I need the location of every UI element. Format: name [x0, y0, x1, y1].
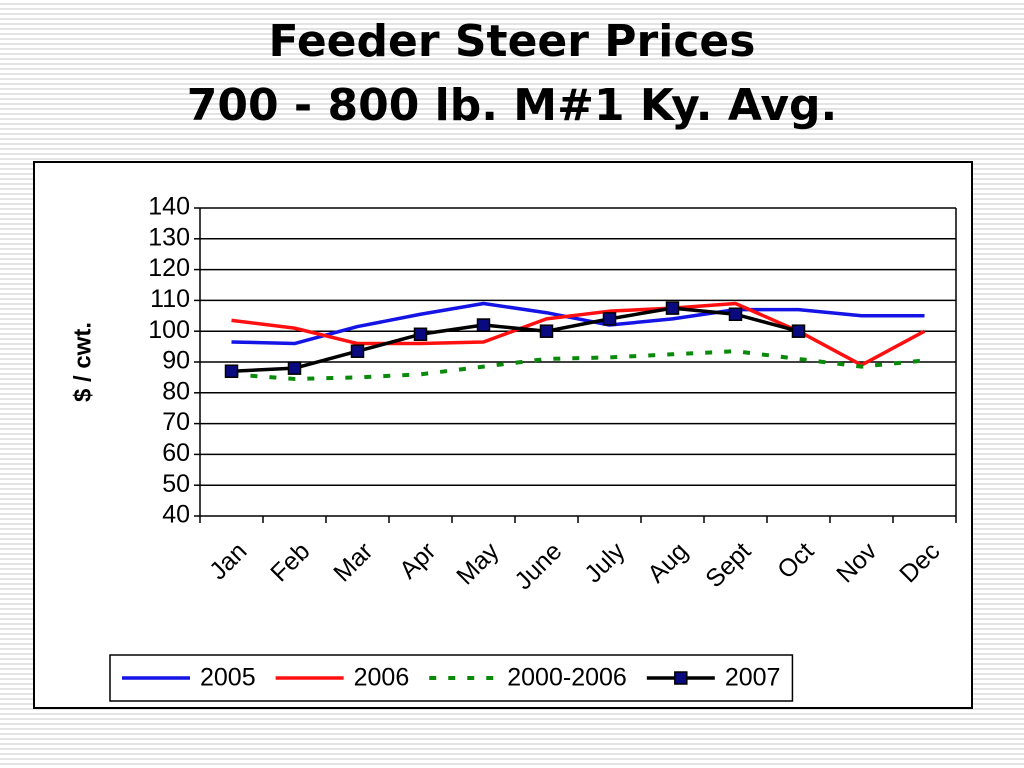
y-tick-label: 130: [148, 223, 190, 251]
y-tick-label: 120: [148, 254, 190, 282]
legend-label: 2000-2006: [507, 664, 627, 692]
y-tick-label: 100: [148, 316, 190, 344]
point-marker: [350, 344, 365, 358]
y-axis-title: $ / cwt.: [69, 322, 96, 402]
y-tick-label: 80: [162, 377, 190, 405]
series-line: [231, 301, 926, 367]
point-marker: [287, 361, 302, 375]
point-marker: [539, 324, 554, 338]
chart-frame: [33, 161, 973, 709]
point-marker: [224, 364, 239, 378]
y-tick-label: 40: [162, 501, 190, 529]
point-marker: [665, 301, 680, 315]
y-tick-label: 50: [162, 470, 190, 498]
legend-label: 2005: [200, 664, 256, 692]
chart-title: Feeder Steer Prices: [269, 16, 756, 67]
point-marker: [602, 312, 617, 326]
legend-label: 2007: [725, 664, 781, 692]
series-line: [231, 301, 925, 346]
point-marker: [413, 327, 428, 342]
series-line: [231, 349, 925, 381]
point-marker: [728, 307, 743, 322]
point-marker: [476, 318, 491, 332]
point-marker: [791, 324, 806, 338]
y-tick-label: 110: [150, 285, 190, 313]
y-tick-label: 70: [162, 408, 190, 436]
legend-marker: [674, 671, 688, 685]
chart-subtitle: 700 - 800 lb. M#1 Ky. Avg.: [187, 80, 837, 131]
series-line: [231, 306, 799, 373]
y-tick-label: 90: [162, 347, 190, 375]
y-tick-label: 60: [162, 439, 190, 467]
y-tick-label: 140: [148, 193, 190, 221]
legend-label: 2006: [354, 664, 410, 692]
